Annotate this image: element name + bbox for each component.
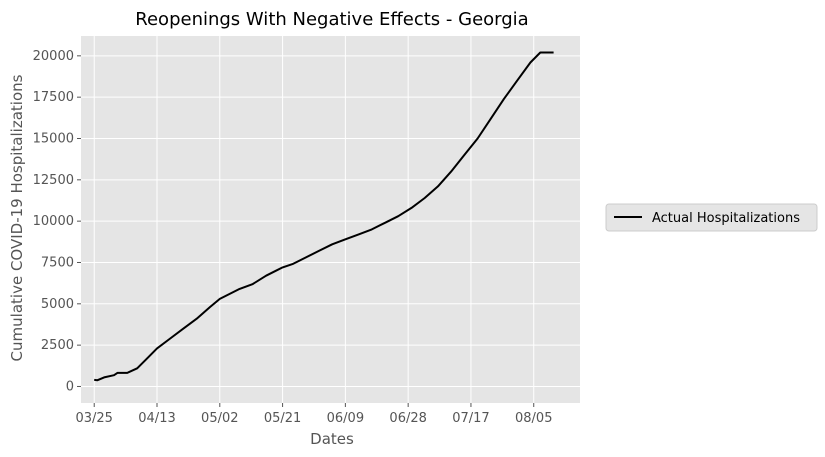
y-tick-label: 15000	[33, 131, 74, 146]
legend: Actual Hospitalizations	[605, 203, 818, 232]
x-tick-label: 07/17	[452, 411, 489, 426]
x-axis-label: Dates	[310, 430, 354, 448]
plot-background	[81, 36, 580, 403]
x-tick-label: 08/05	[515, 411, 552, 426]
x-tick-label: 04/13	[138, 411, 175, 426]
legend-label: Actual Hospitalizations	[652, 211, 800, 226]
y-tick-label: 17500	[33, 90, 74, 105]
series-line-actual-hospitalizations	[94, 51, 554, 382]
x-ticks: 03/25 04/13 05/02 05/21 06/09 06/28 07/17 08/05	[75, 403, 552, 426]
y-tick-label: 5000	[41, 297, 74, 312]
x-tick-label: 06/28	[389, 411, 426, 426]
y-tick-label: 12500	[33, 173, 74, 188]
x-tick-label: 05/02	[201, 411, 238, 426]
series-layer	[94, 51, 554, 382]
chart-title: Reopenings With Negative Effects - Georg…	[135, 9, 528, 30]
y-axis-label: Cumulative COVID-19 Hospitalizations	[8, 74, 26, 361]
y-tick-label: 10000	[33, 214, 74, 229]
y-tick-label: 2500	[41, 338, 74, 353]
grid	[81, 36, 580, 403]
legend-box	[605, 203, 818, 232]
x-tick-label: 05/21	[264, 411, 301, 426]
y-tick-label: 20000	[33, 49, 74, 64]
x-tick-label: 06/09	[327, 411, 364, 426]
y-tick-label: 7500	[41, 255, 74, 270]
y-ticks: 0 2500 5000 7500 10000 12500 15000 17500 20000	[33, 49, 81, 394]
x-tick-label: 03/25	[75, 411, 112, 426]
y-tick-label: 0	[66, 379, 74, 394]
